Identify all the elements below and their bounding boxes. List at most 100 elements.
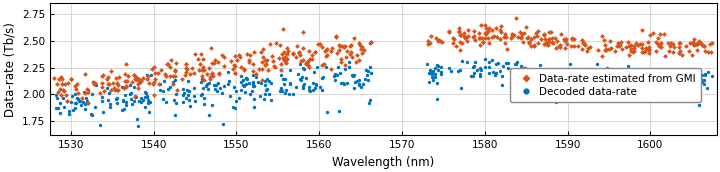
Point <box>268 60 279 62</box>
Point <box>616 47 627 50</box>
Point <box>665 80 677 83</box>
Point <box>652 36 663 39</box>
Point <box>250 76 261 79</box>
Point <box>544 38 555 41</box>
Point <box>148 94 160 97</box>
Point <box>257 48 269 51</box>
Point <box>577 84 588 87</box>
Point <box>672 79 683 82</box>
Point <box>563 79 575 82</box>
Point <box>600 48 612 50</box>
Point <box>297 76 308 78</box>
Point <box>535 37 546 40</box>
Point <box>202 87 214 90</box>
Point <box>693 40 705 43</box>
Point <box>332 52 343 54</box>
Point <box>516 64 527 67</box>
Point <box>206 72 217 74</box>
Point <box>160 72 171 75</box>
Point <box>683 74 694 77</box>
Point <box>148 66 160 68</box>
Point <box>541 71 553 74</box>
Point <box>627 76 639 79</box>
Point <box>562 42 573 45</box>
Point <box>455 87 467 90</box>
Point <box>275 87 287 90</box>
Point <box>184 90 195 92</box>
Point <box>194 63 206 66</box>
Point <box>654 42 666 45</box>
Point <box>235 81 247 84</box>
Point <box>303 65 315 68</box>
Point <box>158 79 170 82</box>
Point <box>228 68 239 71</box>
Point <box>694 70 706 73</box>
Point <box>462 34 474 37</box>
Point <box>505 86 516 89</box>
Point <box>203 66 215 69</box>
Point <box>112 89 124 91</box>
Point <box>248 98 260 100</box>
Point <box>111 88 122 91</box>
Point <box>425 42 436 45</box>
Point <box>596 72 608 75</box>
Point <box>339 63 351 66</box>
Point <box>634 42 646 45</box>
Point <box>195 52 207 55</box>
Point <box>176 77 188 80</box>
Point <box>480 24 491 27</box>
Point <box>467 74 479 77</box>
Point <box>636 46 647 49</box>
Point <box>179 74 191 76</box>
Point <box>332 73 343 76</box>
Point <box>604 40 616 42</box>
Point <box>644 80 655 83</box>
Point <box>76 97 88 100</box>
Point <box>62 81 73 84</box>
Point <box>171 92 182 95</box>
Point <box>338 46 350 49</box>
Point <box>688 44 700 46</box>
Point <box>309 51 320 54</box>
Point <box>314 42 325 45</box>
Point <box>624 45 635 47</box>
Point <box>120 85 132 87</box>
Point <box>233 97 244 99</box>
Point <box>309 87 320 89</box>
Point <box>315 85 326 88</box>
Point <box>581 68 593 71</box>
Point <box>67 108 78 111</box>
Point <box>429 67 441 69</box>
Point <box>135 97 147 100</box>
Point <box>353 83 364 85</box>
Point <box>474 73 486 76</box>
Point <box>525 45 536 48</box>
Point <box>125 92 137 95</box>
Point <box>105 88 117 91</box>
Point <box>218 56 230 59</box>
Point <box>541 42 552 45</box>
Point <box>671 83 683 86</box>
Point <box>507 32 518 35</box>
Point <box>209 58 220 61</box>
Point <box>446 42 458 45</box>
Point <box>238 67 250 70</box>
Point <box>608 71 620 74</box>
Point <box>647 75 659 78</box>
Point <box>559 47 570 49</box>
Point <box>477 40 489 43</box>
Point <box>366 72 377 75</box>
Point <box>248 84 259 87</box>
Point <box>592 81 603 84</box>
Point <box>585 73 596 76</box>
Point <box>278 82 289 85</box>
Point <box>593 77 605 80</box>
Point <box>116 86 127 88</box>
Point <box>351 54 363 57</box>
Point <box>134 80 145 83</box>
Point <box>613 41 624 44</box>
Point <box>585 46 596 49</box>
Point <box>197 77 208 80</box>
Point <box>72 91 84 94</box>
Point <box>605 46 616 49</box>
